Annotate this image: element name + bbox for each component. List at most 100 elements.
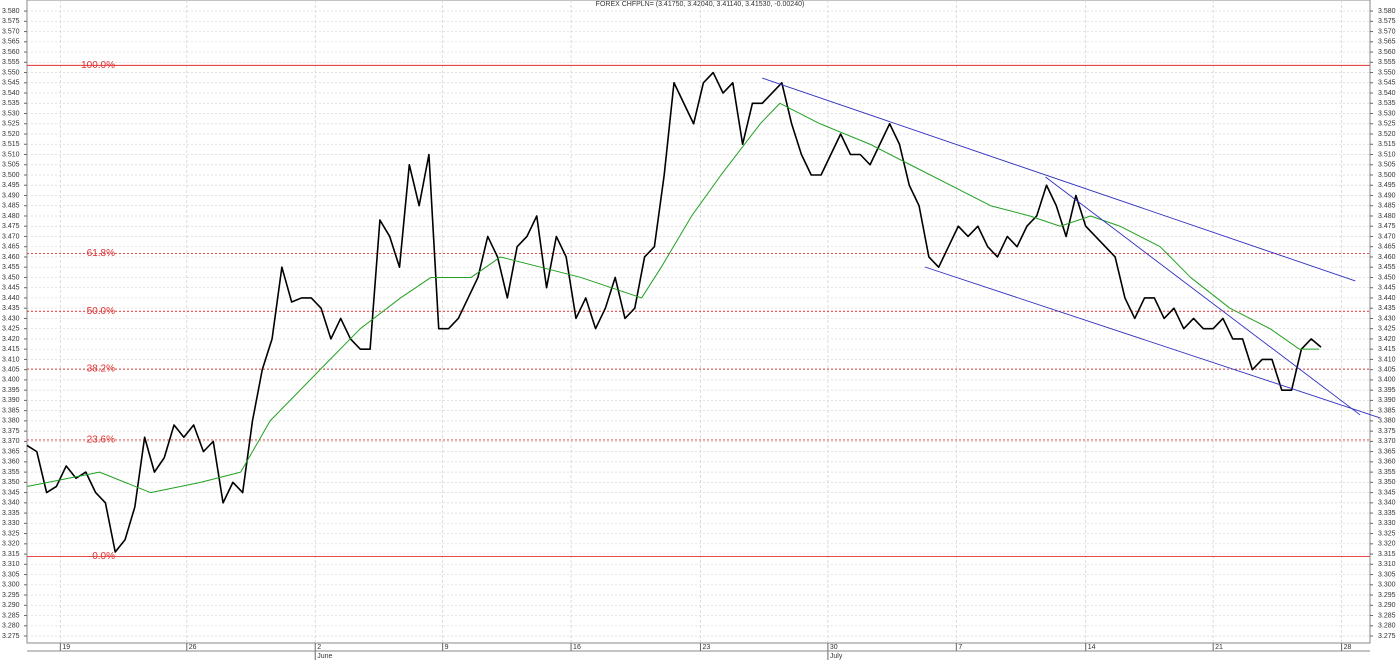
- price-line: [26, 71, 1322, 553]
- y-tick-label: 3.420: [2, 336, 20, 343]
- y-tick-label: 3.500: [2, 172, 20, 179]
- y-tick-label: 3.515: [1378, 141, 1396, 148]
- y-tick-label: 3.315: [1378, 551, 1396, 558]
- y-tick-label: 3.445: [2, 285, 20, 292]
- y-tick-label: 3.570: [1378, 28, 1396, 35]
- y-tick-label: 3.495: [1378, 182, 1396, 189]
- y-tick-label: 3.465: [1378, 244, 1396, 251]
- y-tick-label: 3.455: [2, 264, 20, 271]
- y-tick-label: 3.540: [2, 90, 20, 97]
- y-tick-label: 3.480: [1378, 213, 1396, 220]
- fib-label: 38.2%: [87, 364, 115, 375]
- fib-label: 61.8%: [87, 248, 115, 259]
- y-tick-label: 3.370: [1378, 438, 1396, 445]
- x-tick-label: 28: [1344, 644, 1352, 651]
- trend-line: [762, 77, 1356, 282]
- plot-frame: [26, 0, 1371, 644]
- y-tick-label: 3.395: [2, 387, 20, 394]
- y-tick-label: 3.485: [1378, 203, 1396, 210]
- y-tick-label: 3.510: [1378, 151, 1396, 158]
- x-tick-label: 14: [1088, 644, 1096, 651]
- y-tick-label: 3.320: [2, 541, 20, 548]
- y-tick-label: 3.350: [1378, 479, 1396, 486]
- y-tick-label: 3.525: [2, 121, 20, 128]
- y-tick-label: 3.525: [1378, 121, 1396, 128]
- y-tick-label: 3.330: [2, 520, 20, 527]
- y-tick-label: 3.405: [1378, 366, 1396, 373]
- y-tick-label: 3.340: [2, 500, 20, 507]
- chart-title: FOREX CHFPLN= (3.41750, 3.42040, 3.41140…: [596, 1, 805, 8]
- y-tick-label: 3.460: [2, 254, 20, 261]
- y-tick-label: 3.390: [2, 397, 20, 404]
- y-tick-label: 3.520: [2, 131, 20, 138]
- y-tick-label: 3.440: [2, 295, 20, 302]
- y-tick-label: 3.565: [1378, 39, 1396, 46]
- y-tick-label: 3.480: [2, 213, 20, 220]
- y-tick-label: 3.430: [2, 315, 20, 322]
- y-tick-label: 3.500: [1378, 172, 1396, 179]
- y-tick-label: 3.295: [2, 592, 20, 599]
- y-tick-label: 3.490: [2, 192, 20, 199]
- month-label: July: [830, 653, 843, 660]
- y-tick-label: 3.345: [2, 489, 20, 496]
- y-tick-label: 3.355: [1378, 469, 1396, 476]
- y-tick-label: 3.530: [1378, 110, 1396, 117]
- y-tick-label: 3.410: [1378, 356, 1396, 363]
- y-tick-label: 3.415: [2, 346, 20, 353]
- y-tick-label: 3.570: [2, 28, 20, 35]
- y-tick-label: 3.395: [1378, 387, 1396, 394]
- y-tick-label: 3.345: [1378, 489, 1396, 496]
- y-tick-label: 3.425: [2, 326, 20, 333]
- fib-label: 0.0%: [92, 551, 115, 562]
- y-tick-label: 3.460: [1378, 254, 1396, 261]
- y-tick-label: 3.325: [1378, 530, 1396, 537]
- y-tick-label: 3.550: [1378, 69, 1396, 76]
- y-tick-label: 3.545: [1378, 80, 1396, 87]
- y-tick-label: 3.555: [2, 59, 20, 66]
- trend-line: [1045, 176, 1361, 416]
- y-tick-label: 3.405: [2, 366, 20, 373]
- y-tick-label: 3.430: [1378, 315, 1396, 322]
- x-tick-label: 21: [1215, 644, 1223, 651]
- y-tick-label: 3.450: [2, 274, 20, 281]
- y-tick-label: 3.505: [2, 162, 20, 169]
- y-tick-label: 3.470: [1378, 233, 1396, 240]
- y-tick-label: 3.555: [1378, 59, 1396, 66]
- y-tick-label: 3.550: [2, 69, 20, 76]
- y-tick-label: 3.280: [2, 623, 20, 630]
- y-tick-label: 3.290: [1378, 602, 1396, 609]
- y-tick-label: 3.400: [1378, 377, 1396, 384]
- y-tick-label: 3.530: [2, 110, 20, 117]
- y-tick-label: 3.355: [2, 469, 20, 476]
- y-tick-label: 3.420: [1378, 336, 1396, 343]
- y-tick-label: 3.455: [1378, 264, 1396, 271]
- y-tick-label: 3.275: [1378, 633, 1396, 640]
- y-tick-label: 3.580: [2, 8, 20, 15]
- y-tick-label: 3.390: [1378, 397, 1396, 404]
- y-tick-label: 3.305: [2, 571, 20, 578]
- y-tick-label: 3.365: [1378, 448, 1396, 455]
- y-tick-label: 3.515: [2, 141, 20, 148]
- x-tick-label: 30: [830, 644, 838, 651]
- y-tick-label: 3.280: [1378, 623, 1396, 630]
- fib-label: 23.6%: [87, 435, 115, 446]
- y-tick-label: 3.375: [1378, 428, 1396, 435]
- y-tick-label: 3.375: [2, 428, 20, 435]
- x-tick-label: 23: [702, 644, 710, 651]
- y-tick-label: 3.360: [2, 459, 20, 466]
- moving-average: [26, 102, 1320, 494]
- y-tick-label: 3.275: [2, 633, 20, 640]
- y-tick-label: 3.310: [2, 561, 20, 568]
- y-tick-label: 3.360: [1378, 459, 1396, 466]
- y-tick-label: 3.575: [1378, 18, 1396, 25]
- y-tick-label: 3.545: [2, 80, 20, 87]
- y-tick-label: 3.535: [1378, 100, 1396, 107]
- y-tick-label: 3.285: [2, 612, 20, 619]
- y-tick-label: 3.385: [1378, 407, 1396, 414]
- fib-label: 50.0%: [87, 306, 115, 317]
- y-tick-label: 3.305: [1378, 571, 1396, 578]
- y-tick-label: 3.410: [2, 356, 20, 363]
- x-tick-label: 2: [317, 644, 321, 651]
- y-tick-label: 3.295: [1378, 592, 1396, 599]
